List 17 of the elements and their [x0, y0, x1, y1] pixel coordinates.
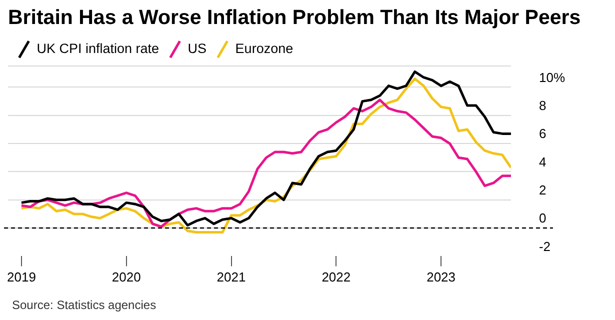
y-tick-label: 0	[538, 210, 546, 226]
y-tick-label: 10%	[538, 70, 566, 85]
legend-label: UK CPI inflation rate	[36, 41, 160, 56]
y-tick-label: 4	[538, 154, 546, 170]
y-tick-label: -2	[538, 238, 551, 254]
chart-title: Britain Has a Worse Inflation Problem Than Its Major Peers	[8, 6, 581, 29]
legend-label: Eurozone	[235, 41, 294, 56]
x-tick-label: 2019	[7, 270, 36, 285]
y-tick-label: 8	[538, 98, 546, 113]
y-tick-label: 6	[538, 126, 546, 142]
x-tick-label: 2023	[426, 270, 456, 285]
x-tick-label: 2020	[112, 270, 141, 285]
x-tick-label: 2022	[322, 270, 351, 285]
legend-label: US	[188, 41, 207, 56]
y-tick-label: 2	[538, 182, 546, 198]
source-note: Source: Statistics agencies	[12, 298, 156, 312]
x-tick-label: 2021	[216, 270, 246, 285]
